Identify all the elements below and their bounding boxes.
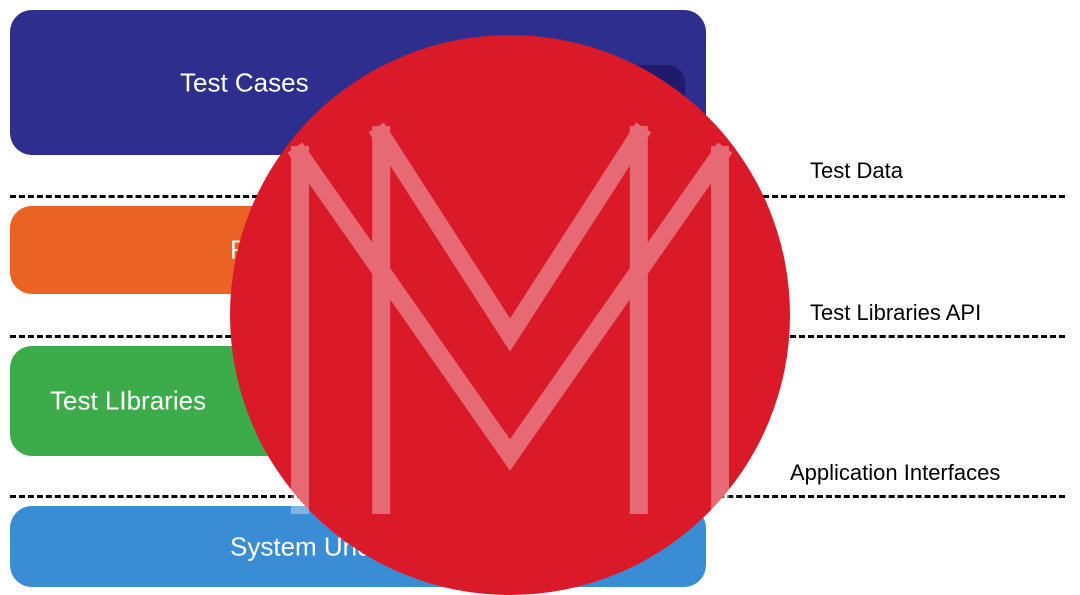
layer-label: Test Cases xyxy=(180,67,309,98)
side-label-application-interfaces: Application Interfaces xyxy=(790,460,1000,486)
side-label-test-data: Test Data xyxy=(810,158,903,184)
architecture-diagram: Test CasesTest suitsRobot FrameworkTest … xyxy=(0,0,1080,595)
layer-label: Test LIbraries xyxy=(50,386,206,417)
side-label-test-libraries-api: Test Libraries API xyxy=(810,300,981,326)
m-logo-watermark xyxy=(280,115,740,515)
